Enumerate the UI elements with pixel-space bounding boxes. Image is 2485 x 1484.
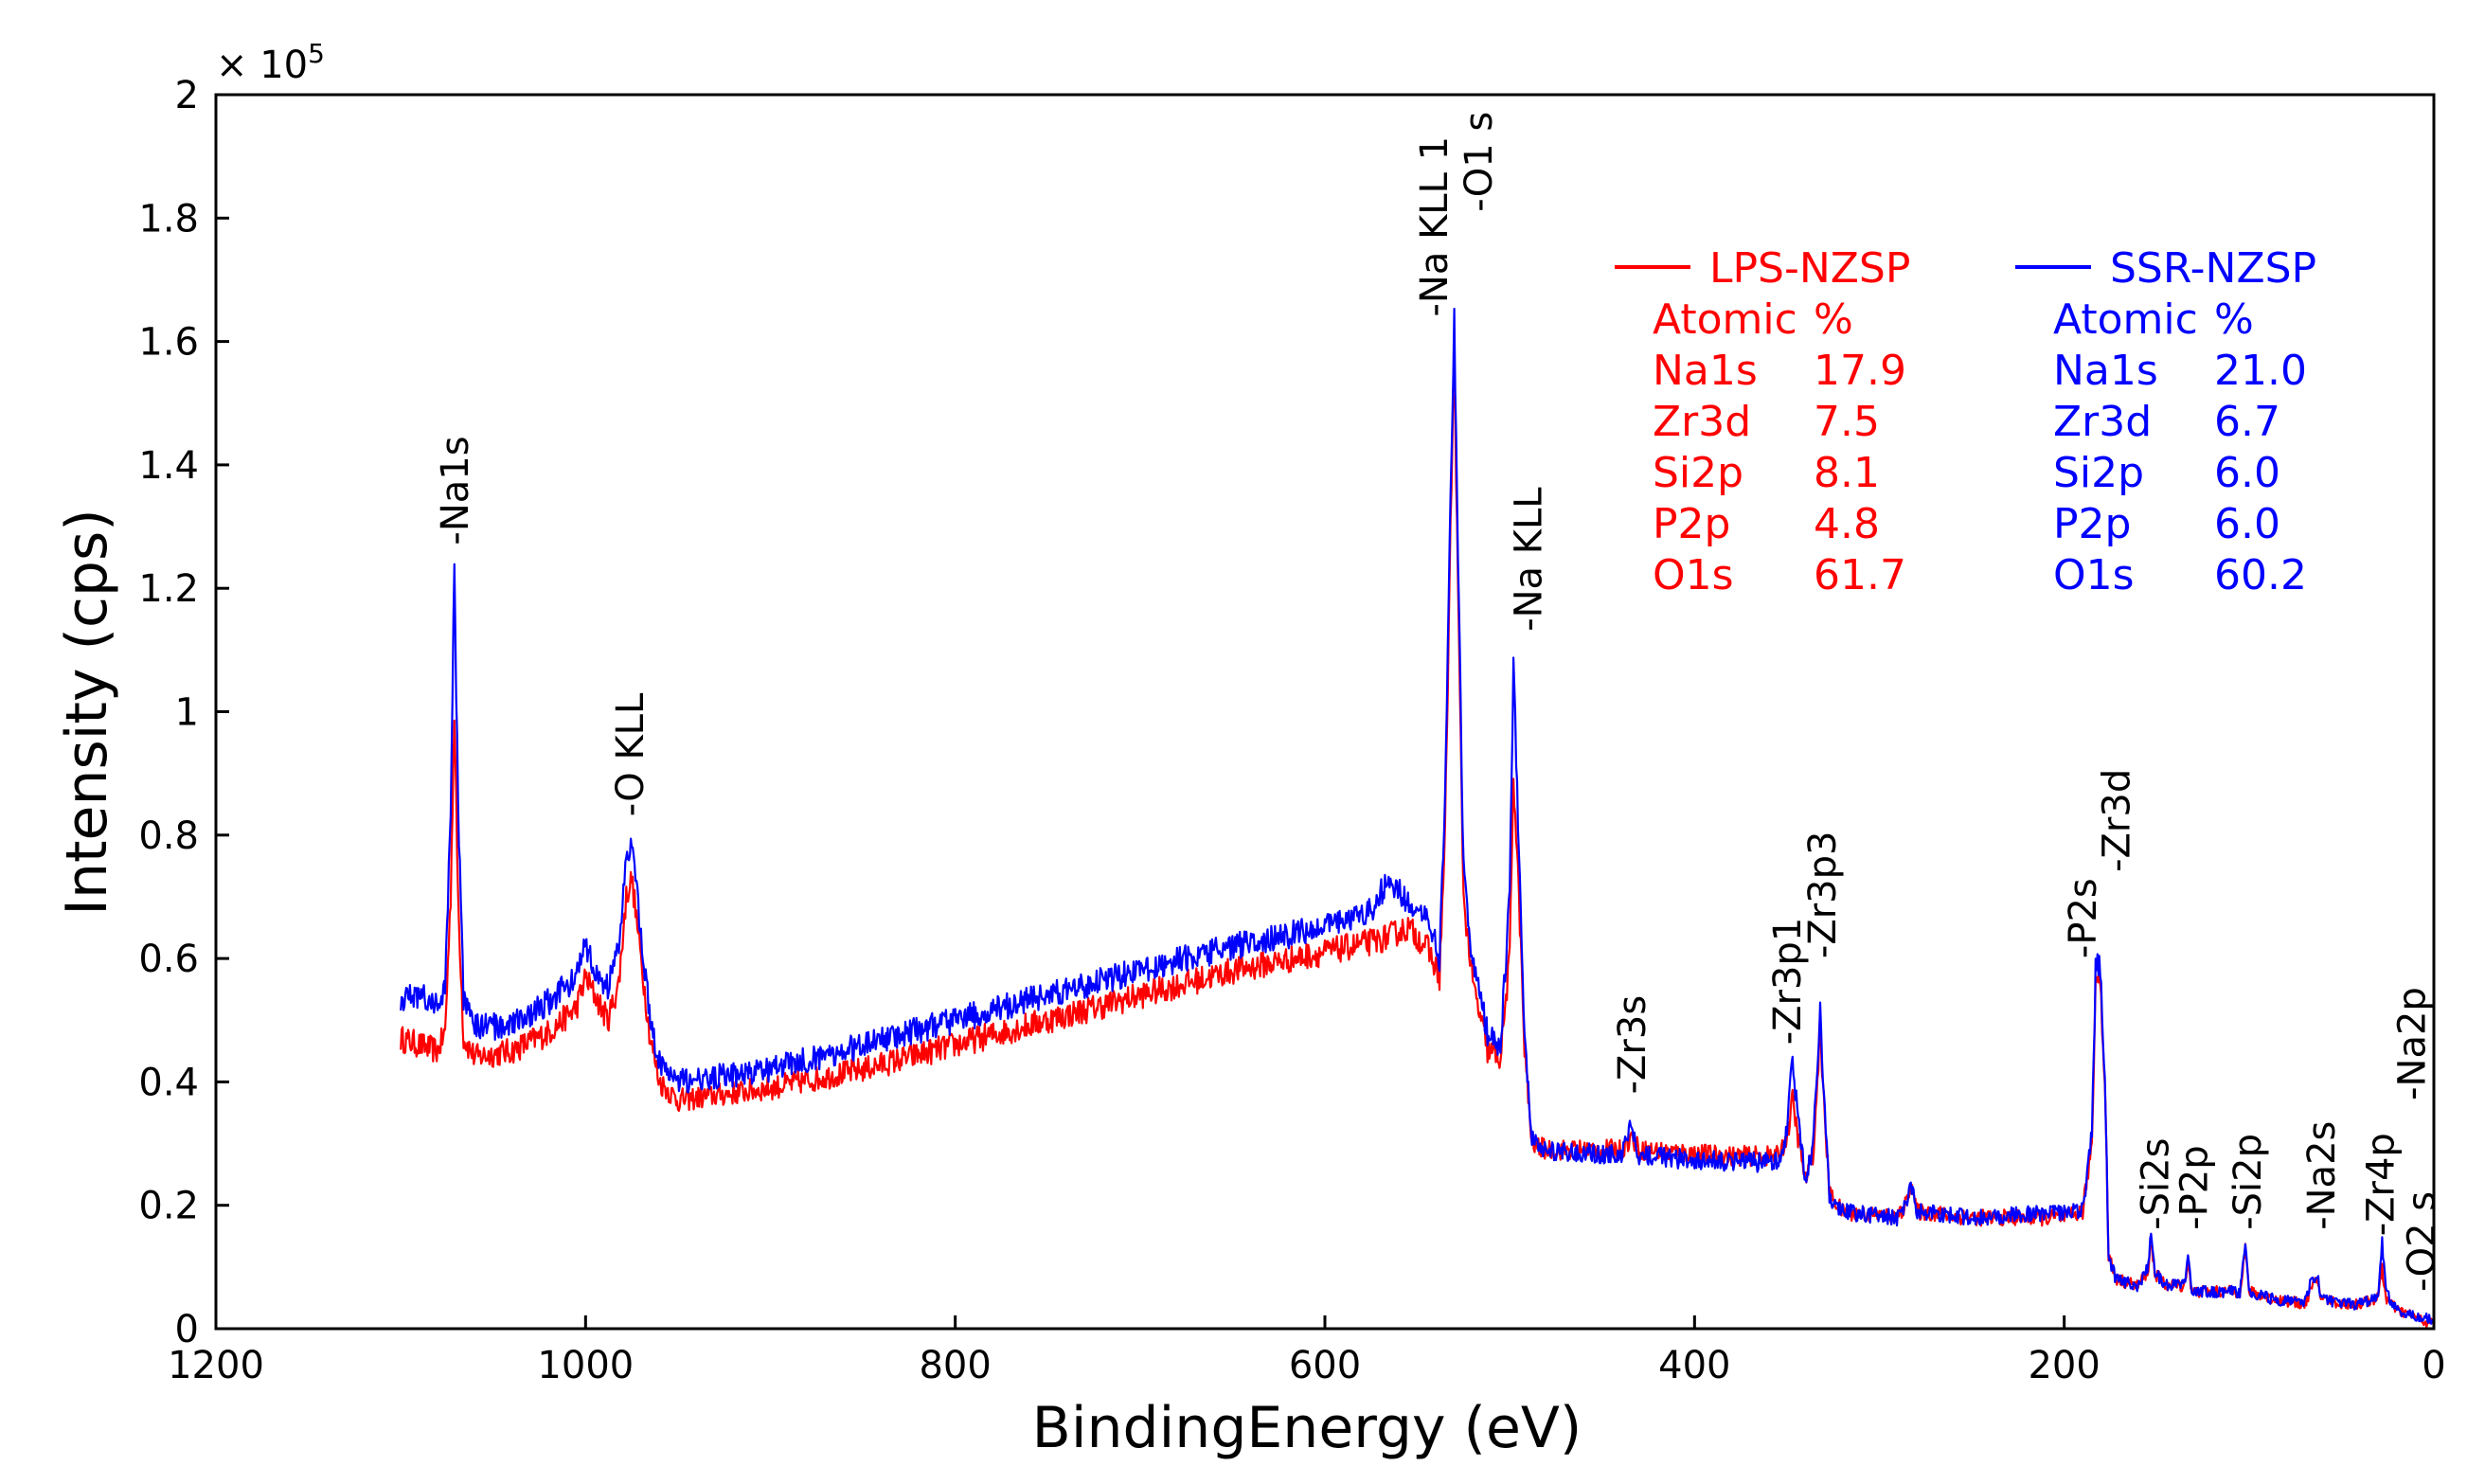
composition-element: Zr3d	[1653, 398, 1751, 446]
composition-element: O1s	[1653, 551, 1734, 599]
composition-element: Si2p	[2053, 449, 2144, 497]
x-tick-label: 400	[1658, 1344, 1730, 1387]
y-tick-label: 1	[175, 691, 199, 735]
x-tick-label: 1200	[168, 1344, 264, 1387]
y-tick-label: 0.8	[138, 814, 199, 858]
y-tick-label: 0.6	[138, 938, 199, 981]
composition-header-label: Atomic	[2053, 295, 2198, 344]
peak-label: -Zr3s	[1611, 995, 1654, 1095]
composition-element: P2p	[2053, 500, 2131, 548]
composition-value: 6.0	[2214, 449, 2280, 497]
composition-header-unit: %	[2214, 295, 2254, 344]
y-tick-label: 1.8	[138, 197, 199, 241]
composition-header-label: Atomic	[1653, 295, 1797, 344]
composition-value: 21.0	[2214, 347, 2307, 395]
peak-label: -Si2p	[2226, 1134, 2270, 1230]
peak-label: -Zr3d	[2095, 769, 2138, 872]
composition-header-unit: %	[1814, 295, 1853, 344]
y-multiplier-base: × 10	[216, 44, 308, 87]
y-multiplier-label: × 105	[216, 38, 325, 87]
composition-element: Si2p	[1653, 449, 1743, 497]
peak-label: -Na2s	[2300, 1121, 2344, 1230]
peak-label: -Zr3p1	[1766, 918, 1810, 1046]
peak-label: -Si2s	[2134, 1138, 2177, 1230]
composition-value: 60.2	[2214, 551, 2307, 599]
composition-value: 7.5	[1814, 398, 1880, 446]
x-tick-label: 800	[919, 1344, 991, 1387]
series-line-ssr-nzsp	[400, 307, 2435, 1325]
peak-label: -Zr4p	[2359, 1133, 2403, 1236]
peak-label: -Zr3p3	[1801, 831, 1845, 959]
x-tick-label: 1000	[537, 1344, 634, 1387]
peak-label: -P2s	[2062, 878, 2105, 958]
composition-element: Zr3d	[2053, 398, 2152, 446]
composition-element: Na1s	[1653, 347, 1758, 395]
peak-label: -O2 s	[2400, 1191, 2443, 1292]
x-tick-label: 0	[2422, 1344, 2445, 1387]
composition-value: 17.9	[1814, 347, 1906, 395]
peak-label-layer: -Na1s -O KLL -Na KLL 1 -O1 s -Na KLL -Zr3s -Zr…	[434, 112, 2444, 1292]
peak-label: -O1 s	[1457, 112, 1501, 212]
y-multiplier-exponent: 5	[308, 38, 325, 69]
peak-label: -O KLL	[609, 692, 653, 816]
composition-element: Na1s	[2053, 347, 2158, 395]
legend-entry-lps-nzsp: LPS-NZSP	[1709, 244, 1910, 293]
y-tick-label: 1.2	[138, 567, 199, 611]
series-layer	[400, 307, 2435, 1329]
composition-value: 6.0	[2214, 500, 2280, 548]
y-tick-label: 1.4	[138, 444, 199, 488]
composition-element: O1s	[2053, 551, 2135, 599]
peak-label: -Na KLL	[1508, 487, 1551, 632]
y-tick-label: 1.6	[138, 321, 199, 365]
x-axis-title: BindingEnergy (eV)	[1032, 1395, 1582, 1461]
composition-value: 8.1	[1814, 449, 1880, 497]
composition-value: 61.7	[1814, 551, 1906, 599]
x-tick-label: 200	[2028, 1344, 2100, 1387]
y-axis-title: Intensity (cps)	[54, 509, 120, 915]
tick-layer: 1200 1000 800 600 400 200 0 0 0.2 0.4 0.6 0.8 1 1.2 1.…	[138, 74, 2445, 1387]
peak-label: -P2p	[2172, 1145, 2216, 1229]
legend-entry-ssr-nzsp: SSR-NZSP	[2110, 244, 2316, 293]
peak-label: -Na2p	[2391, 987, 2435, 1100]
x-tick-label: 600	[1289, 1344, 1361, 1387]
peak-label: -Na1s	[434, 436, 477, 545]
composition-value: 4.8	[1814, 500, 1880, 548]
y-tick-label: 2	[175, 74, 199, 117]
composition-element: P2p	[1653, 500, 1730, 548]
y-tick-label: 0.4	[138, 1061, 199, 1104]
y-tick-label: 0	[175, 1308, 199, 1351]
peak-label: -Na KLL 1	[1413, 136, 1457, 317]
y-tick-label: 0.2	[138, 1185, 199, 1228]
composition-value: 6.7	[2214, 398, 2280, 446]
